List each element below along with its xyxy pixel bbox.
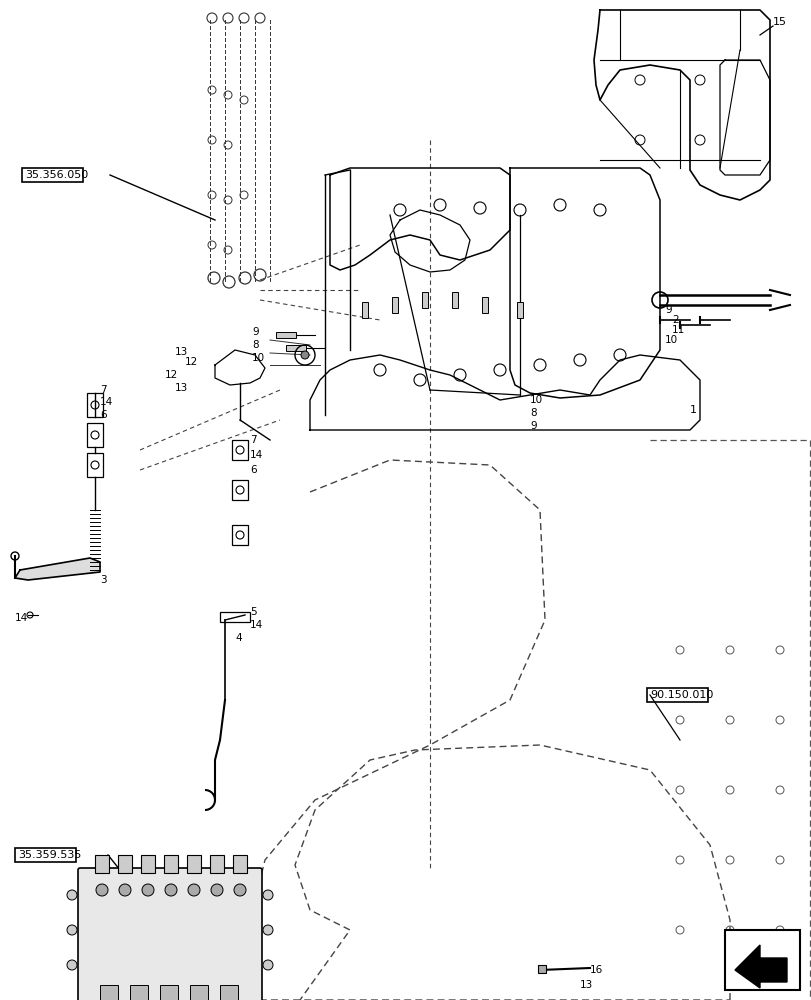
Bar [285, 345, 306, 351]
Text: 8: 8 [251, 340, 259, 350]
Text: 8: 8 [530, 408, 536, 418]
Bar [233, 855, 247, 873]
Bar [164, 855, 178, 873]
Text: 13: 13 [175, 383, 188, 393]
Circle shape [263, 925, 272, 935]
Bar [392, 297, 397, 313]
Polygon shape [15, 558, 100, 580]
Text: 10: 10 [664, 335, 677, 345]
Bar [118, 855, 132, 873]
Text: 14: 14 [15, 613, 28, 623]
Bar [232, 440, 247, 460]
Bar [232, 480, 247, 500]
Text: 5: 5 [250, 607, 256, 617]
Bar [141, 855, 155, 873]
Bar [190, 985, 208, 1000]
Text: 14: 14 [250, 620, 263, 630]
Text: 9: 9 [530, 421, 536, 431]
Bar [160, 985, 178, 1000]
Polygon shape [734, 945, 786, 988]
Bar [724, 930, 799, 990]
Bar [452, 292, 457, 308]
Circle shape [67, 890, 77, 900]
Bar [362, 302, 367, 318]
Bar [15, 848, 76, 862]
Text: 2: 2 [672, 315, 678, 325]
Text: 9: 9 [664, 305, 671, 315]
Text: 35.359.535: 35.359.535 [18, 850, 81, 860]
Text: 16: 16 [590, 965, 603, 975]
Bar [87, 453, 103, 477]
Text: 3: 3 [100, 575, 106, 585]
Text: 6: 6 [250, 465, 256, 475]
Text: 7: 7 [250, 435, 256, 445]
Bar [422, 292, 427, 308]
Bar [220, 612, 250, 622]
Text: 9: 9 [251, 327, 259, 337]
Text: 12: 12 [165, 370, 178, 380]
Bar [100, 985, 118, 1000]
Text: 13: 13 [579, 980, 593, 990]
Text: 1: 1 [689, 405, 696, 415]
Bar [232, 525, 247, 545]
Circle shape [96, 884, 108, 896]
Bar [187, 855, 201, 873]
Bar [538, 965, 545, 973]
Circle shape [142, 884, 154, 896]
Text: 12: 12 [185, 357, 198, 367]
Circle shape [211, 884, 223, 896]
Bar [95, 855, 109, 873]
Bar [482, 297, 487, 313]
Text: 6: 6 [100, 410, 106, 420]
Circle shape [301, 351, 309, 359]
Text: 11: 11 [672, 325, 684, 335]
Circle shape [234, 884, 246, 896]
Text: 15: 15 [772, 17, 786, 27]
Circle shape [119, 884, 131, 896]
Text: 14: 14 [250, 450, 263, 460]
Bar [87, 393, 103, 417]
Circle shape [67, 960, 77, 970]
Bar [22, 168, 83, 182]
Bar [220, 985, 238, 1000]
Text: 10: 10 [530, 395, 543, 405]
Circle shape [165, 884, 177, 896]
Circle shape [263, 890, 272, 900]
Text: 90.150.010: 90.150.010 [649, 690, 713, 700]
Text: 35.356.050: 35.356.050 [25, 170, 88, 180]
Circle shape [188, 884, 200, 896]
Bar [130, 985, 148, 1000]
Text: 4: 4 [234, 633, 242, 643]
FancyBboxPatch shape [78, 868, 262, 1000]
Bar [276, 332, 296, 338]
Bar [517, 302, 522, 318]
Bar [210, 855, 224, 873]
Circle shape [67, 925, 77, 935]
Bar [87, 423, 103, 447]
Text: 13: 13 [175, 347, 188, 357]
Text: 10: 10 [251, 353, 265, 363]
Text: 7: 7 [100, 385, 106, 395]
Text: 14: 14 [100, 397, 113, 407]
Bar [646, 688, 707, 702]
Circle shape [263, 960, 272, 970]
